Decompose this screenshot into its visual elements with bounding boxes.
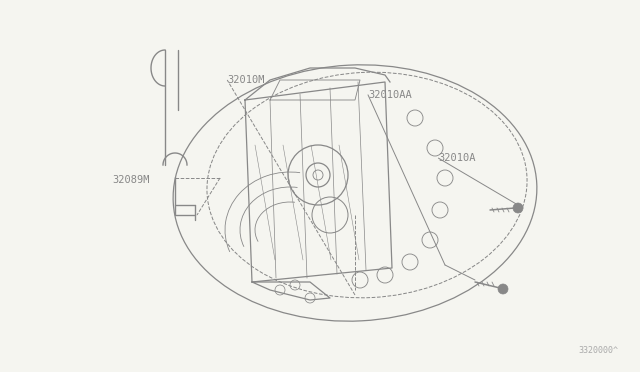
Text: 32010A: 32010A <box>438 153 476 163</box>
Text: 32089M: 32089M <box>112 176 150 185</box>
Text: 32010M: 32010M <box>227 75 265 85</box>
Text: 32010AA: 32010AA <box>368 90 412 100</box>
Circle shape <box>513 203 523 213</box>
Circle shape <box>498 284 508 294</box>
Text: 3320000^: 3320000^ <box>578 346 618 355</box>
